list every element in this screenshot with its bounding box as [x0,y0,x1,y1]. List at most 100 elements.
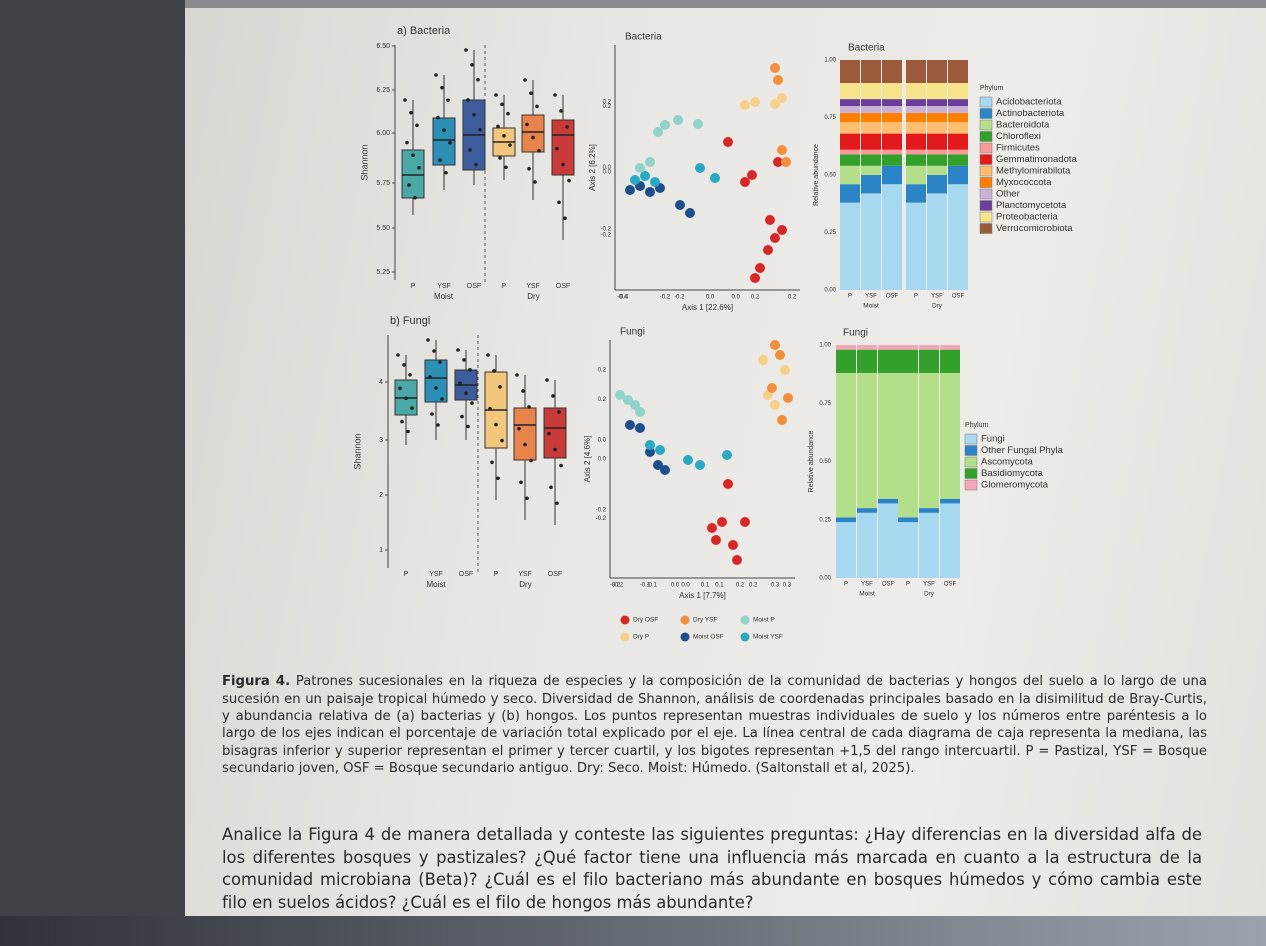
y-tick-label: 0.00 [819,576,831,582]
box [432,117,456,166]
sample-dot [531,135,535,140]
sample-dot [396,353,400,357]
sample-dot [434,386,438,390]
y-tick-label: 5.75 [376,180,390,187]
sample-dot [415,123,419,128]
legend-swatch [964,445,978,456]
sample-dot [496,476,500,481]
x-tick-label: YSF [931,294,943,300]
panel-title: Fungi [620,327,645,338]
stack-segment [919,512,939,578]
sample-dot [527,167,531,171]
sample-point [770,340,780,350]
stack-segment [836,345,856,350]
x-tick-label: 0.2 [751,295,760,301]
axis-title: Axis 2 [6.2%] [588,144,597,191]
stack-segment [861,154,881,166]
legend-label: Proteobacteria [996,212,1059,223]
sample-dot [502,134,506,138]
legend-swatch [680,632,690,642]
stack-segment [857,512,877,578]
legend-title: Phylum [965,422,989,429]
stack-segment [878,372,898,499]
stack-segment [861,60,881,83]
stack-segment [898,517,918,523]
sample-dot [533,180,537,184]
stack-segment [840,184,860,203]
sample-dot [413,195,417,200]
x-tick-label: 0.1 [715,583,724,589]
legend-label: Planctomycetota [996,200,1067,211]
caption-text: Patrones sucesionales en la riqueza de e… [222,674,1207,777]
stack-segment [906,154,926,166]
legend-label: Firmicutes [996,143,1040,154]
x-tick-label: -0.4 [617,295,628,301]
sample-dot [438,360,442,364]
sample-dot [468,368,472,372]
group-label: Dry [924,591,935,598]
y-tick-label: -0.2 [601,226,612,232]
sample-point [695,460,705,470]
x-tick-label: 0.2 [749,583,758,589]
stack-segment [840,122,860,134]
x-tick-label: YSF [923,582,935,588]
legend-swatch [964,479,978,491]
stack-segment [861,122,881,134]
sample-dot [515,373,519,377]
sample-dot [446,98,450,103]
stack-segment [898,349,918,373]
stack-segment [878,503,898,578]
sample-point [723,137,733,147]
x-tick-label: 0.0 [706,295,715,301]
stack-segment [861,112,881,123]
sample-dot [456,348,460,352]
stack-segment [840,202,860,290]
x-tick-label: OSF [548,571,562,578]
sample-point [615,390,625,400]
figure-caption: Figura 4. Patrones sucesionales en la ri… [222,673,1207,777]
sample-dot [407,183,411,187]
stack-segment [927,149,947,155]
axis-title: Relative abundance [808,430,815,492]
sample-dot [561,162,565,167]
stack-segment [927,106,947,113]
sample-point [747,170,757,180]
sample-dot [490,460,494,465]
x-tick-label: 0.0 [731,295,740,301]
stack-segment [861,193,881,290]
legend-swatch [979,211,993,223]
stack-segment [927,60,947,83]
y-tick-label: 6.50 [376,43,390,50]
sample-point [650,177,660,187]
sample-dot [547,431,551,436]
axis-title: Relative abundance [813,144,820,206]
x-tick-label: OSF [952,294,965,300]
sample-point [777,415,787,425]
stack-segment [948,60,968,83]
sample-dot [410,406,414,410]
legend-swatch [740,615,750,625]
stack-segment [927,122,947,134]
stack-segment [861,165,881,175]
stack-segment [927,133,947,150]
stack-segment [948,165,968,185]
x-tick-label: 0.2 [736,583,745,589]
sample-dot [436,423,440,427]
stack-segment [840,133,860,150]
y-tick-label: 0.25 [819,517,831,523]
sample-dot [472,113,476,117]
y-tick-label: 5.50 [376,225,390,232]
x-tick-label: 0.3 [771,583,780,589]
x-tick-label: 0.3 [783,583,792,589]
sample-point [625,420,635,430]
x-tick-label: OSF [944,582,957,588]
sample-point [645,187,655,197]
stack-segment [948,112,968,123]
x-tick-label: YSF [861,582,873,588]
stack-segment [948,149,968,155]
x-tick-label: YSF [526,283,540,290]
stack-segment [948,184,968,290]
group-label: Moist [434,292,454,301]
legend-label: Acidobacteriota [996,97,1062,108]
